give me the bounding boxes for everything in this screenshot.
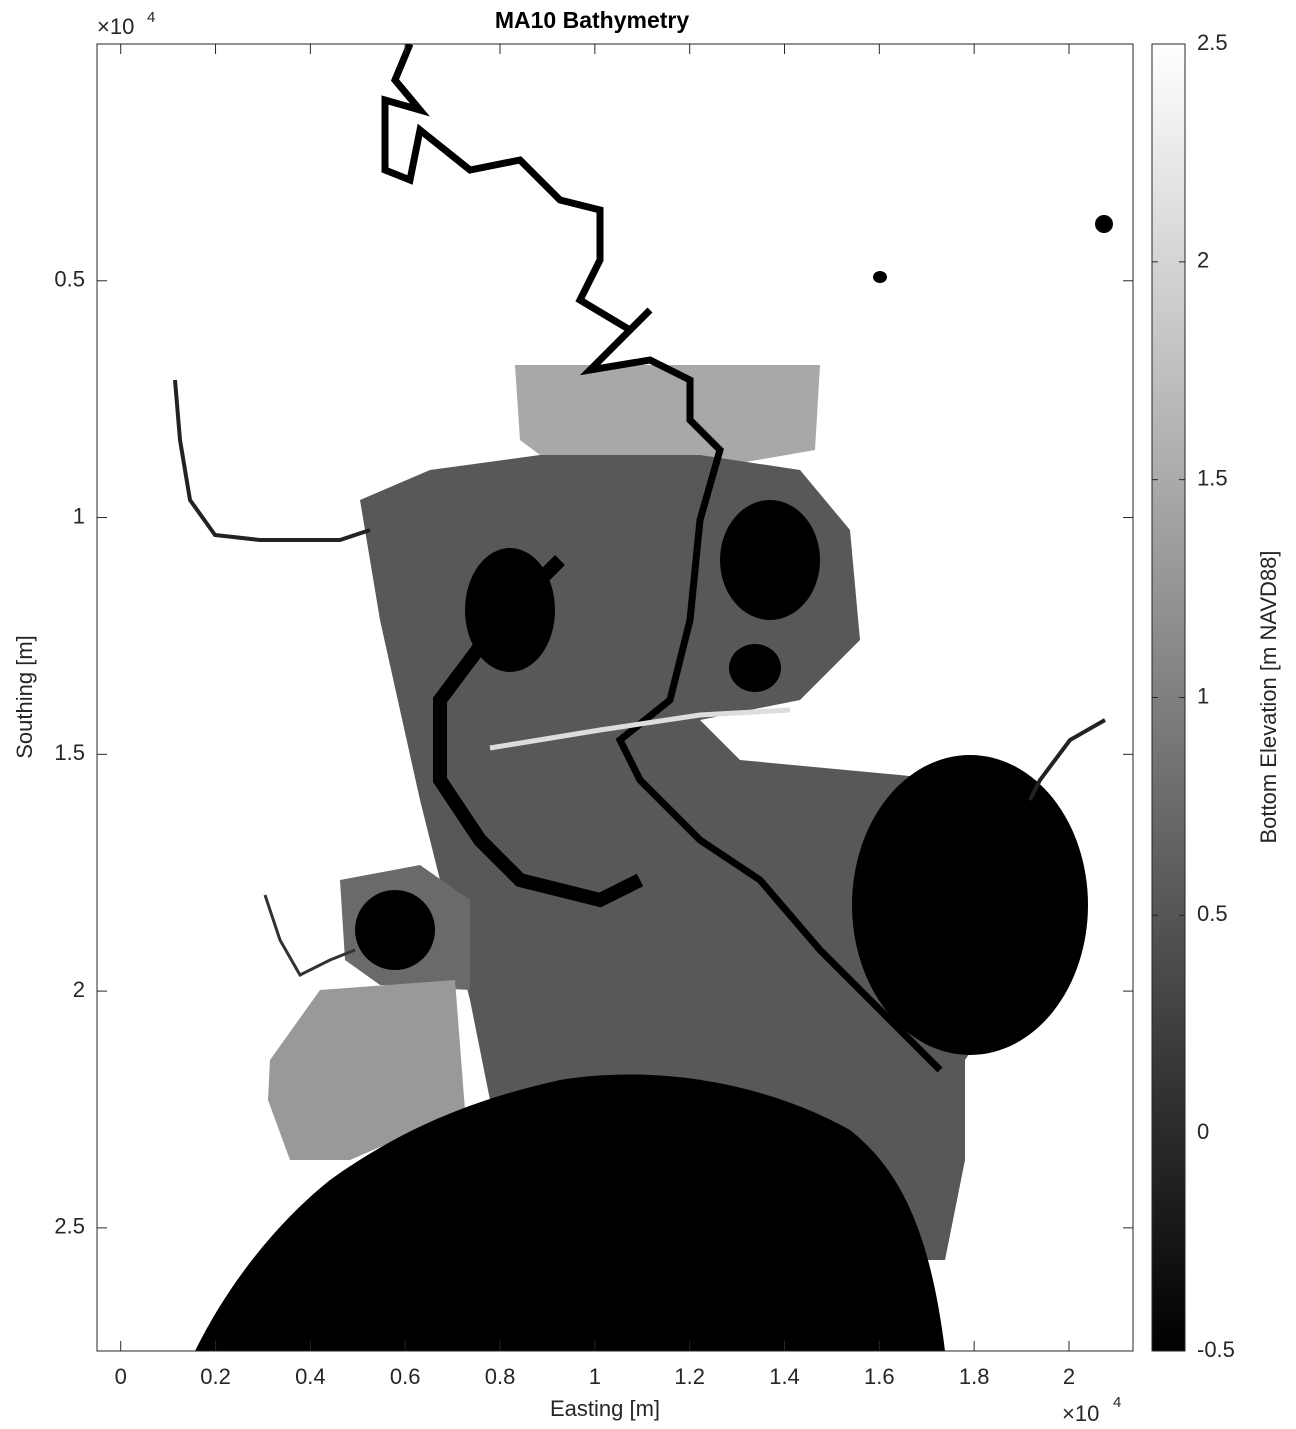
x-tick-label: 0.6 (390, 1364, 421, 1389)
x-tick-label: 0.8 (485, 1364, 516, 1389)
colorbar-tick-label: 1 (1197, 683, 1209, 708)
y-multiplier-exponent: 4 (147, 9, 155, 26)
colorbar-label: Bottom Elevation [m NAVD88] (1256, 550, 1281, 843)
y-tick-label: 2 (73, 977, 85, 1002)
lake (852, 755, 1088, 1055)
x-tick-label: 1.8 (959, 1364, 990, 1389)
lake (873, 271, 887, 283)
x-multiplier-base: ×10 (1062, 1401, 1099, 1426)
colorbar-tick-label: -0.5 (1197, 1337, 1235, 1362)
x-tick-label: 2 (1063, 1364, 1075, 1389)
y-tick-label: 2.5 (54, 1214, 85, 1239)
chart-title: MA10 Bathymetry (495, 7, 689, 33)
chart: MA10 Bathymetry Easting [m] Southing [m]… (0, 0, 1296, 1429)
y-tick-label: 1.5 (54, 740, 85, 765)
lake (1095, 215, 1113, 233)
x-axis-label: Easting [m] (550, 1396, 660, 1421)
y-tick-label: 1 (73, 503, 85, 528)
x-tick-label: 0.2 (200, 1364, 231, 1389)
colorbar-tick-label: 0 (1197, 1119, 1209, 1144)
colorbar-tick-label: 0.5 (1197, 901, 1228, 926)
x-tick-label: 1.2 (674, 1364, 705, 1389)
x-multiplier-exponent: 4 (1113, 1394, 1121, 1411)
y-axis-label: Southing [m] (12, 635, 37, 759)
colorbar-tick-label: 2.5 (1197, 30, 1228, 55)
y-multiplier-base: ×10 (97, 14, 134, 39)
x-tick-label: 1 (589, 1364, 601, 1389)
x-tick-label: 1.4 (769, 1364, 800, 1389)
bathymetry-image (97, 44, 1133, 1351)
colorbar-tick-label: 1.5 (1197, 465, 1228, 490)
lake (355, 890, 435, 970)
x-tick-label: 0 (115, 1364, 127, 1389)
lake (729, 644, 781, 692)
lake (720, 500, 820, 620)
x-tick-label: 0.4 (295, 1364, 326, 1389)
y-tick-label: 0.5 (54, 267, 85, 292)
colorbar-tick-label: 2 (1197, 248, 1209, 273)
upper-marsh (515, 365, 820, 470)
x-tick-label: 1.6 (864, 1364, 895, 1389)
